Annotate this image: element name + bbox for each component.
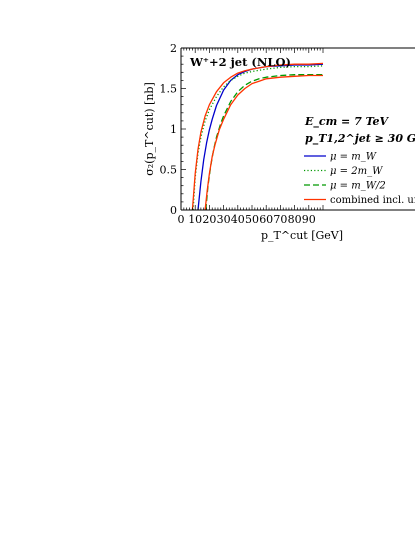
curves-layer	[191, 62, 324, 210]
x-tick-label: 60	[259, 213, 273, 226]
x-tick-label: 70	[273, 213, 287, 226]
y-tick-label: 0.5	[160, 164, 178, 177]
legend-label: μ = m_W/2	[330, 181, 386, 192]
y-tick-label: 1	[170, 123, 177, 136]
legend-label: combined incl. unc.	[330, 195, 415, 206]
series-line-mu-mw	[197, 63, 324, 210]
panel-label: W⁺+2 jet (NLO)	[189, 55, 291, 69]
x-tick-label: 10	[188, 213, 202, 226]
series-combined-lower-line	[204, 74, 323, 210]
legend: μ = m_W μ = 2m_W μ = m_W/2 combined incl. u…	[304, 152, 415, 206]
y-tick-label: 1.5	[160, 83, 178, 96]
x-tick-label: 50	[245, 213, 259, 226]
x-tick-label: 0	[178, 213, 185, 226]
series-line-mu-2mw	[192, 65, 324, 210]
y-tick-label: 2	[170, 42, 177, 55]
x-tick-label: 20	[202, 213, 216, 226]
x-tick-label: 40	[231, 213, 245, 226]
series-combined-upper-line	[191, 62, 324, 210]
info-ptcut: p_T1,2^jet ≥ 30 GeV	[305, 132, 415, 146]
x-tick-label: 90	[302, 213, 316, 226]
y-tick-label: 0	[170, 204, 177, 217]
x-axis-title: p_T^cut [GeV]	[261, 229, 343, 242]
y-axis-title: σ₂(p_T^cut) [nb]	[143, 82, 156, 175]
info-ecm: E_cm = 7 TeV	[304, 115, 390, 129]
legend-label: μ = 2m_W	[330, 166, 383, 177]
legend-label: μ = m_W	[330, 152, 377, 163]
x-tick-label: 80	[288, 213, 302, 226]
x-tick-label: 30	[217, 213, 231, 226]
